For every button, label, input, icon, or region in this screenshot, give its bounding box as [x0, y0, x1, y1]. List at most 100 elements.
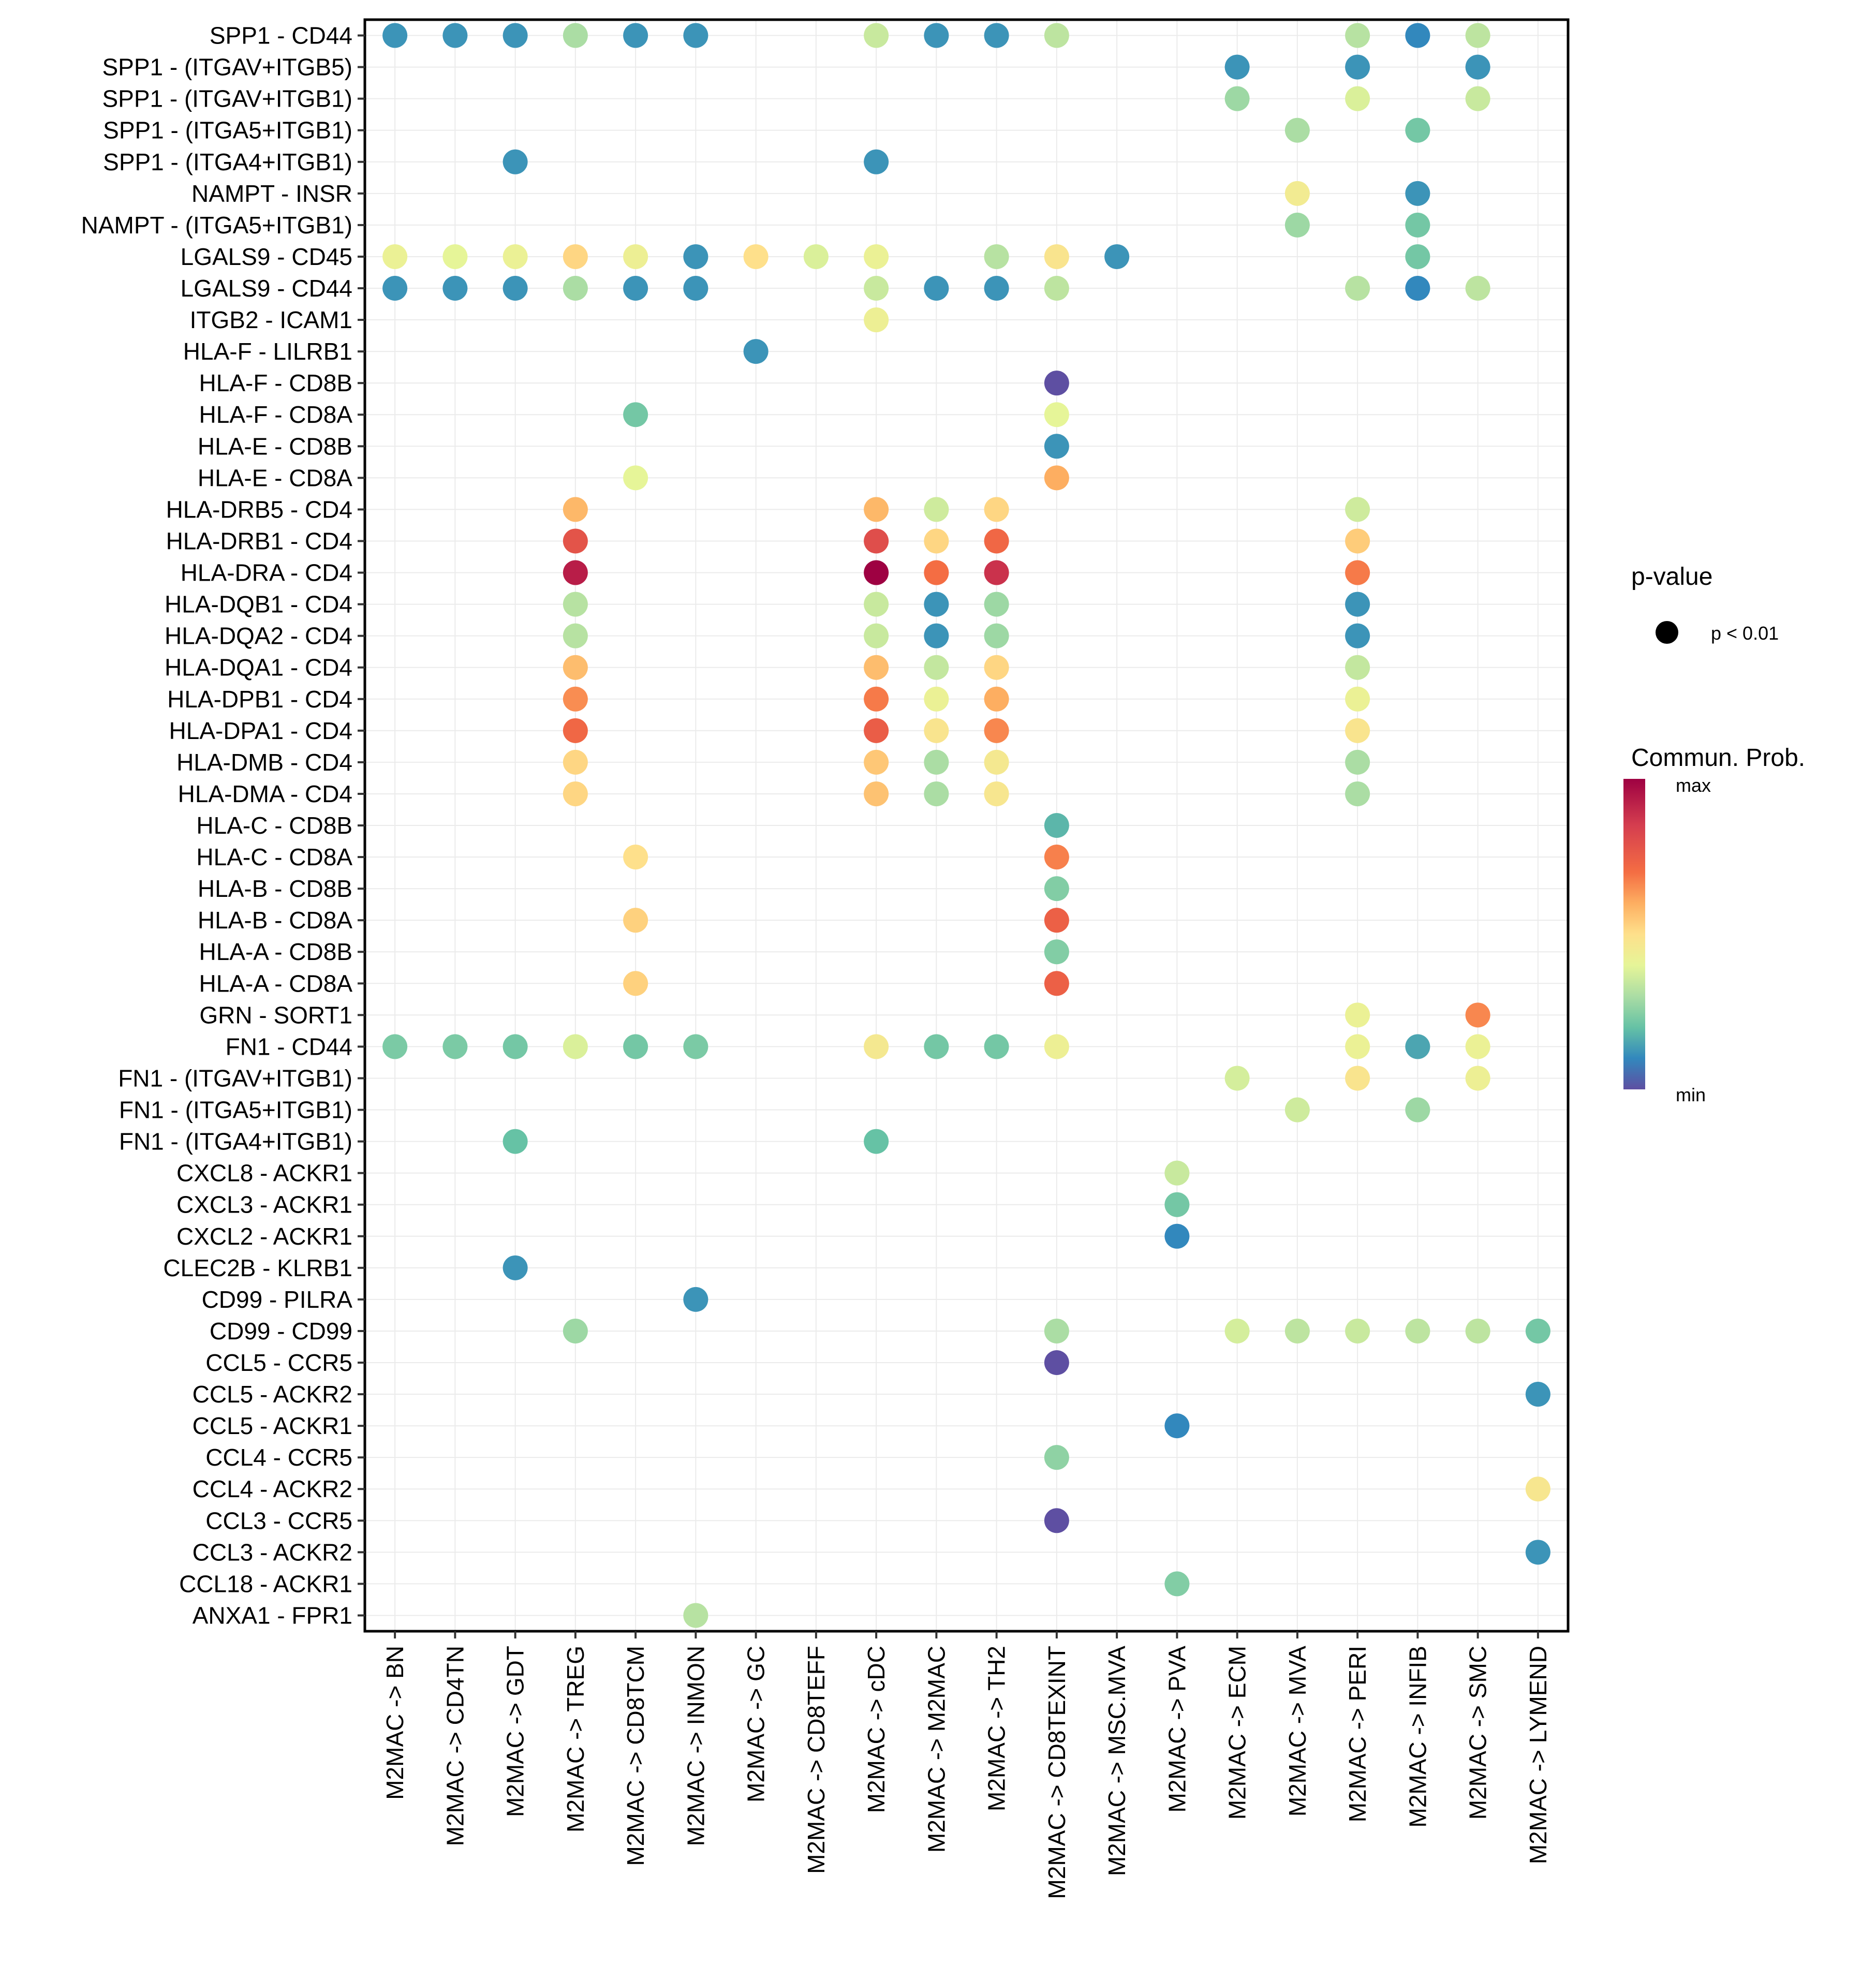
pvalue-legend-title: p-value	[1631, 563, 1712, 590]
x-tick-label: M2MAC -> PERI	[1344, 1646, 1371, 1822]
data-point	[563, 623, 588, 648]
data-point	[623, 971, 648, 996]
data-point	[1345, 592, 1370, 617]
data-point	[864, 718, 889, 743]
data-point	[1465, 1318, 1490, 1343]
x-tick-label: M2MAC -> CD4TN	[441, 1646, 468, 1846]
data-point	[1405, 276, 1430, 301]
x-tick-label: M2MAC -> CD8TEFF	[803, 1646, 830, 1874]
data-point	[382, 276, 408, 301]
data-point	[1044, 813, 1069, 838]
data-point	[864, 592, 889, 617]
y-tick-label: FN1 - (ITGA5+ITGB1)	[119, 1097, 352, 1124]
data-point	[924, 592, 949, 617]
y-tick-label: FN1 - (ITGA4+ITGB1)	[119, 1128, 352, 1155]
data-point	[984, 686, 1009, 712]
data-point	[984, 244, 1009, 269]
y-tick-label: NAMPT - INSR	[191, 180, 352, 207]
data-point	[1345, 276, 1370, 301]
data-point	[924, 686, 949, 712]
grid-lines	[365, 20, 1568, 1631]
data-point	[563, 749, 588, 775]
y-tick-label: SPP1 - (ITGAV+ITGB1)	[102, 85, 352, 112]
y-tick-label: HLA-DMA - CD4	[178, 780, 352, 807]
y-tick-label: FN1 - (ITGAV+ITGB1)	[118, 1065, 352, 1091]
data-point	[1345, 1066, 1370, 1091]
data-point	[924, 718, 949, 743]
y-tick-label: LGALS9 - CD45	[181, 243, 352, 270]
data-point	[1164, 1160, 1190, 1186]
data-point	[924, 276, 949, 301]
data-point	[1345, 781, 1370, 806]
y-tick-label: CXCL8 - ACKR1	[176, 1160, 352, 1187]
data-point	[382, 1034, 408, 1059]
data-point	[1044, 23, 1069, 48]
y-tick-label: CCL4 - ACKR2	[193, 1475, 352, 1502]
y-tick-label: HLA-A - CD8B	[199, 938, 352, 965]
data-point	[1044, 276, 1069, 301]
data-point	[1044, 1034, 1069, 1059]
data-point	[623, 276, 648, 301]
color-legend-title: Commun. Prob.	[1631, 744, 1805, 772]
y-tick-label: SPP1 - (ITGA5+ITGB1)	[103, 117, 352, 144]
data-point	[563, 718, 588, 743]
y-tick-label: HLA-DPB1 - CD4	[167, 686, 352, 713]
data-point	[864, 307, 889, 333]
data-point	[864, 781, 889, 806]
data-point	[1044, 908, 1069, 933]
data-point	[563, 655, 588, 680]
data-point	[924, 497, 949, 522]
data-point	[442, 276, 468, 301]
pvalue-legend-label: p < 0.01	[1711, 623, 1779, 644]
data-point	[1044, 1350, 1069, 1375]
data-point	[1345, 623, 1370, 648]
data-point	[503, 1034, 528, 1059]
y-tick-label: CD99 - CD99	[210, 1318, 352, 1345]
data-point	[563, 23, 588, 48]
x-tick-label: M2MAC -> TH2	[983, 1646, 1010, 1811]
y-tick-label: HLA-DRB5 - CD4	[166, 496, 352, 523]
x-tick-label: M2MAC -> GDT	[502, 1646, 529, 1817]
x-tick-label: M2MAC -> PVA	[1163, 1646, 1190, 1813]
data-point	[1345, 1034, 1370, 1059]
data-point	[563, 686, 588, 712]
data-point	[1465, 1002, 1490, 1028]
data-point	[864, 528, 889, 554]
x-tick-label: M2MAC -> TREG	[562, 1646, 589, 1833]
data-point	[382, 244, 408, 269]
data-point	[563, 560, 588, 585]
data-point	[503, 276, 528, 301]
y-tick-label: NAMPT - (ITGA5+ITGB1)	[81, 212, 352, 239]
x-axis: M2MAC -> BN M2MAC -> CD4TN M2MAC -> GDT M2M…	[381, 1631, 1552, 1899]
data-point	[623, 402, 648, 427]
data-point	[1224, 1066, 1250, 1091]
y-tick-label: HLA-E - CD8B	[198, 433, 352, 460]
data-point	[1284, 181, 1310, 206]
color-legend-max: max	[1676, 775, 1711, 796]
data-point	[1224, 54, 1250, 80]
data-point	[683, 1603, 708, 1628]
data-point	[864, 276, 889, 301]
pvalue-legend-dot	[1656, 621, 1678, 644]
y-tick-label: HLA-DRB1 - CD4	[166, 527, 352, 554]
data-point	[1044, 876, 1069, 902]
data-point	[1345, 54, 1370, 80]
data-point	[503, 1255, 528, 1280]
data-point	[1044, 939, 1069, 965]
data-point	[623, 465, 648, 491]
y-tick-label: CCL5 - ACKR2	[193, 1381, 352, 1408]
data-point	[1044, 845, 1069, 870]
data-point	[924, 528, 949, 554]
data-point	[864, 244, 889, 269]
data-point	[563, 592, 588, 617]
data-point	[563, 528, 588, 554]
data-point	[984, 23, 1009, 48]
data-point	[864, 149, 889, 174]
x-tick-label: M2MAC -> ECM	[1224, 1646, 1251, 1820]
y-tick-label: HLA-F - LILRB1	[183, 338, 352, 365]
data-point	[1345, 23, 1370, 48]
data-point	[864, 686, 889, 712]
x-tick-label: M2MAC -> CD8TCM	[622, 1646, 649, 1866]
y-tick-label: LGALS9 - CD44	[181, 275, 352, 302]
